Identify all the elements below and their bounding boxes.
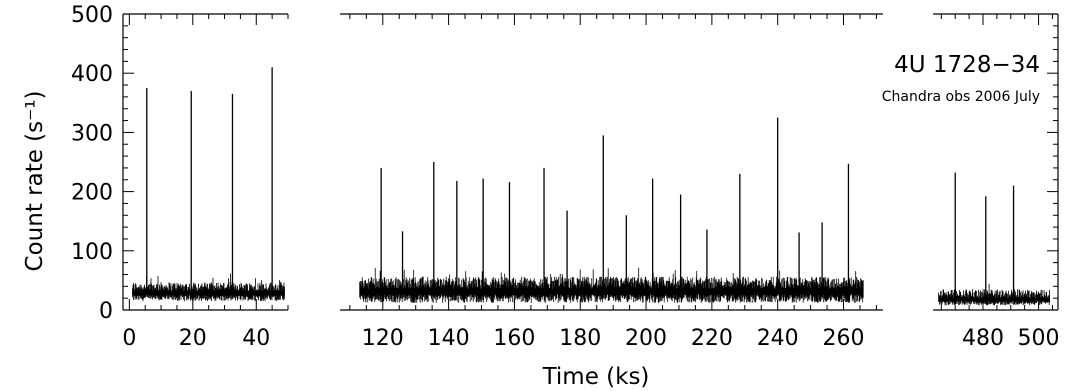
- panel-1: 0 20 40: [122, 13, 289, 351]
- x-tick-label: 200: [625, 326, 667, 351]
- y-tick-label: 100: [71, 240, 113, 265]
- panel-3: 480 500: [933, 13, 1060, 351]
- persistent-emission-series: [938, 283, 1050, 306]
- x-tick-label: 20: [179, 326, 207, 351]
- x-tick-label: 480: [962, 326, 1004, 351]
- y-tick-label: 300: [71, 121, 113, 146]
- x-tick-label: 500: [1018, 326, 1060, 351]
- y-tick-labels: 0 100 200 300 400 500: [71, 3, 113, 324]
- y-axis-title: Count rate (s⁻¹): [22, 91, 48, 272]
- source-name-annotation: 4U 1728−34: [894, 52, 1040, 78]
- persistent-emission-series: [359, 267, 864, 303]
- chart-panels: 0 20 40 120 140 160 180 200 220 240 260 480 500: [122, 13, 1060, 351]
- y-tick-label: 400: [71, 62, 113, 87]
- y-tick-label: 0: [99, 299, 113, 324]
- x-tick-label: 220: [691, 326, 733, 351]
- x-tick-label: 180: [559, 326, 601, 351]
- x-tick-label: 160: [493, 326, 535, 351]
- y-tick-label: 200: [71, 181, 113, 206]
- persistent-emission-series: [132, 273, 285, 302]
- x-tick-label: 140: [428, 326, 470, 351]
- x-tick-label: 260: [823, 326, 865, 351]
- observation-annotation: Chandra obs 2006 July: [882, 89, 1040, 105]
- x-tick-label: 120: [362, 326, 404, 351]
- x-tick-label: 240: [757, 326, 799, 351]
- y-tick-label: 500: [71, 3, 113, 28]
- panel-2: 120 140 160 180 200 220 240 260: [340, 13, 883, 351]
- x-tick-label: 0: [122, 326, 136, 351]
- x-tick-label: 40: [242, 326, 270, 351]
- x-axis-title: Time (ks): [542, 364, 650, 390]
